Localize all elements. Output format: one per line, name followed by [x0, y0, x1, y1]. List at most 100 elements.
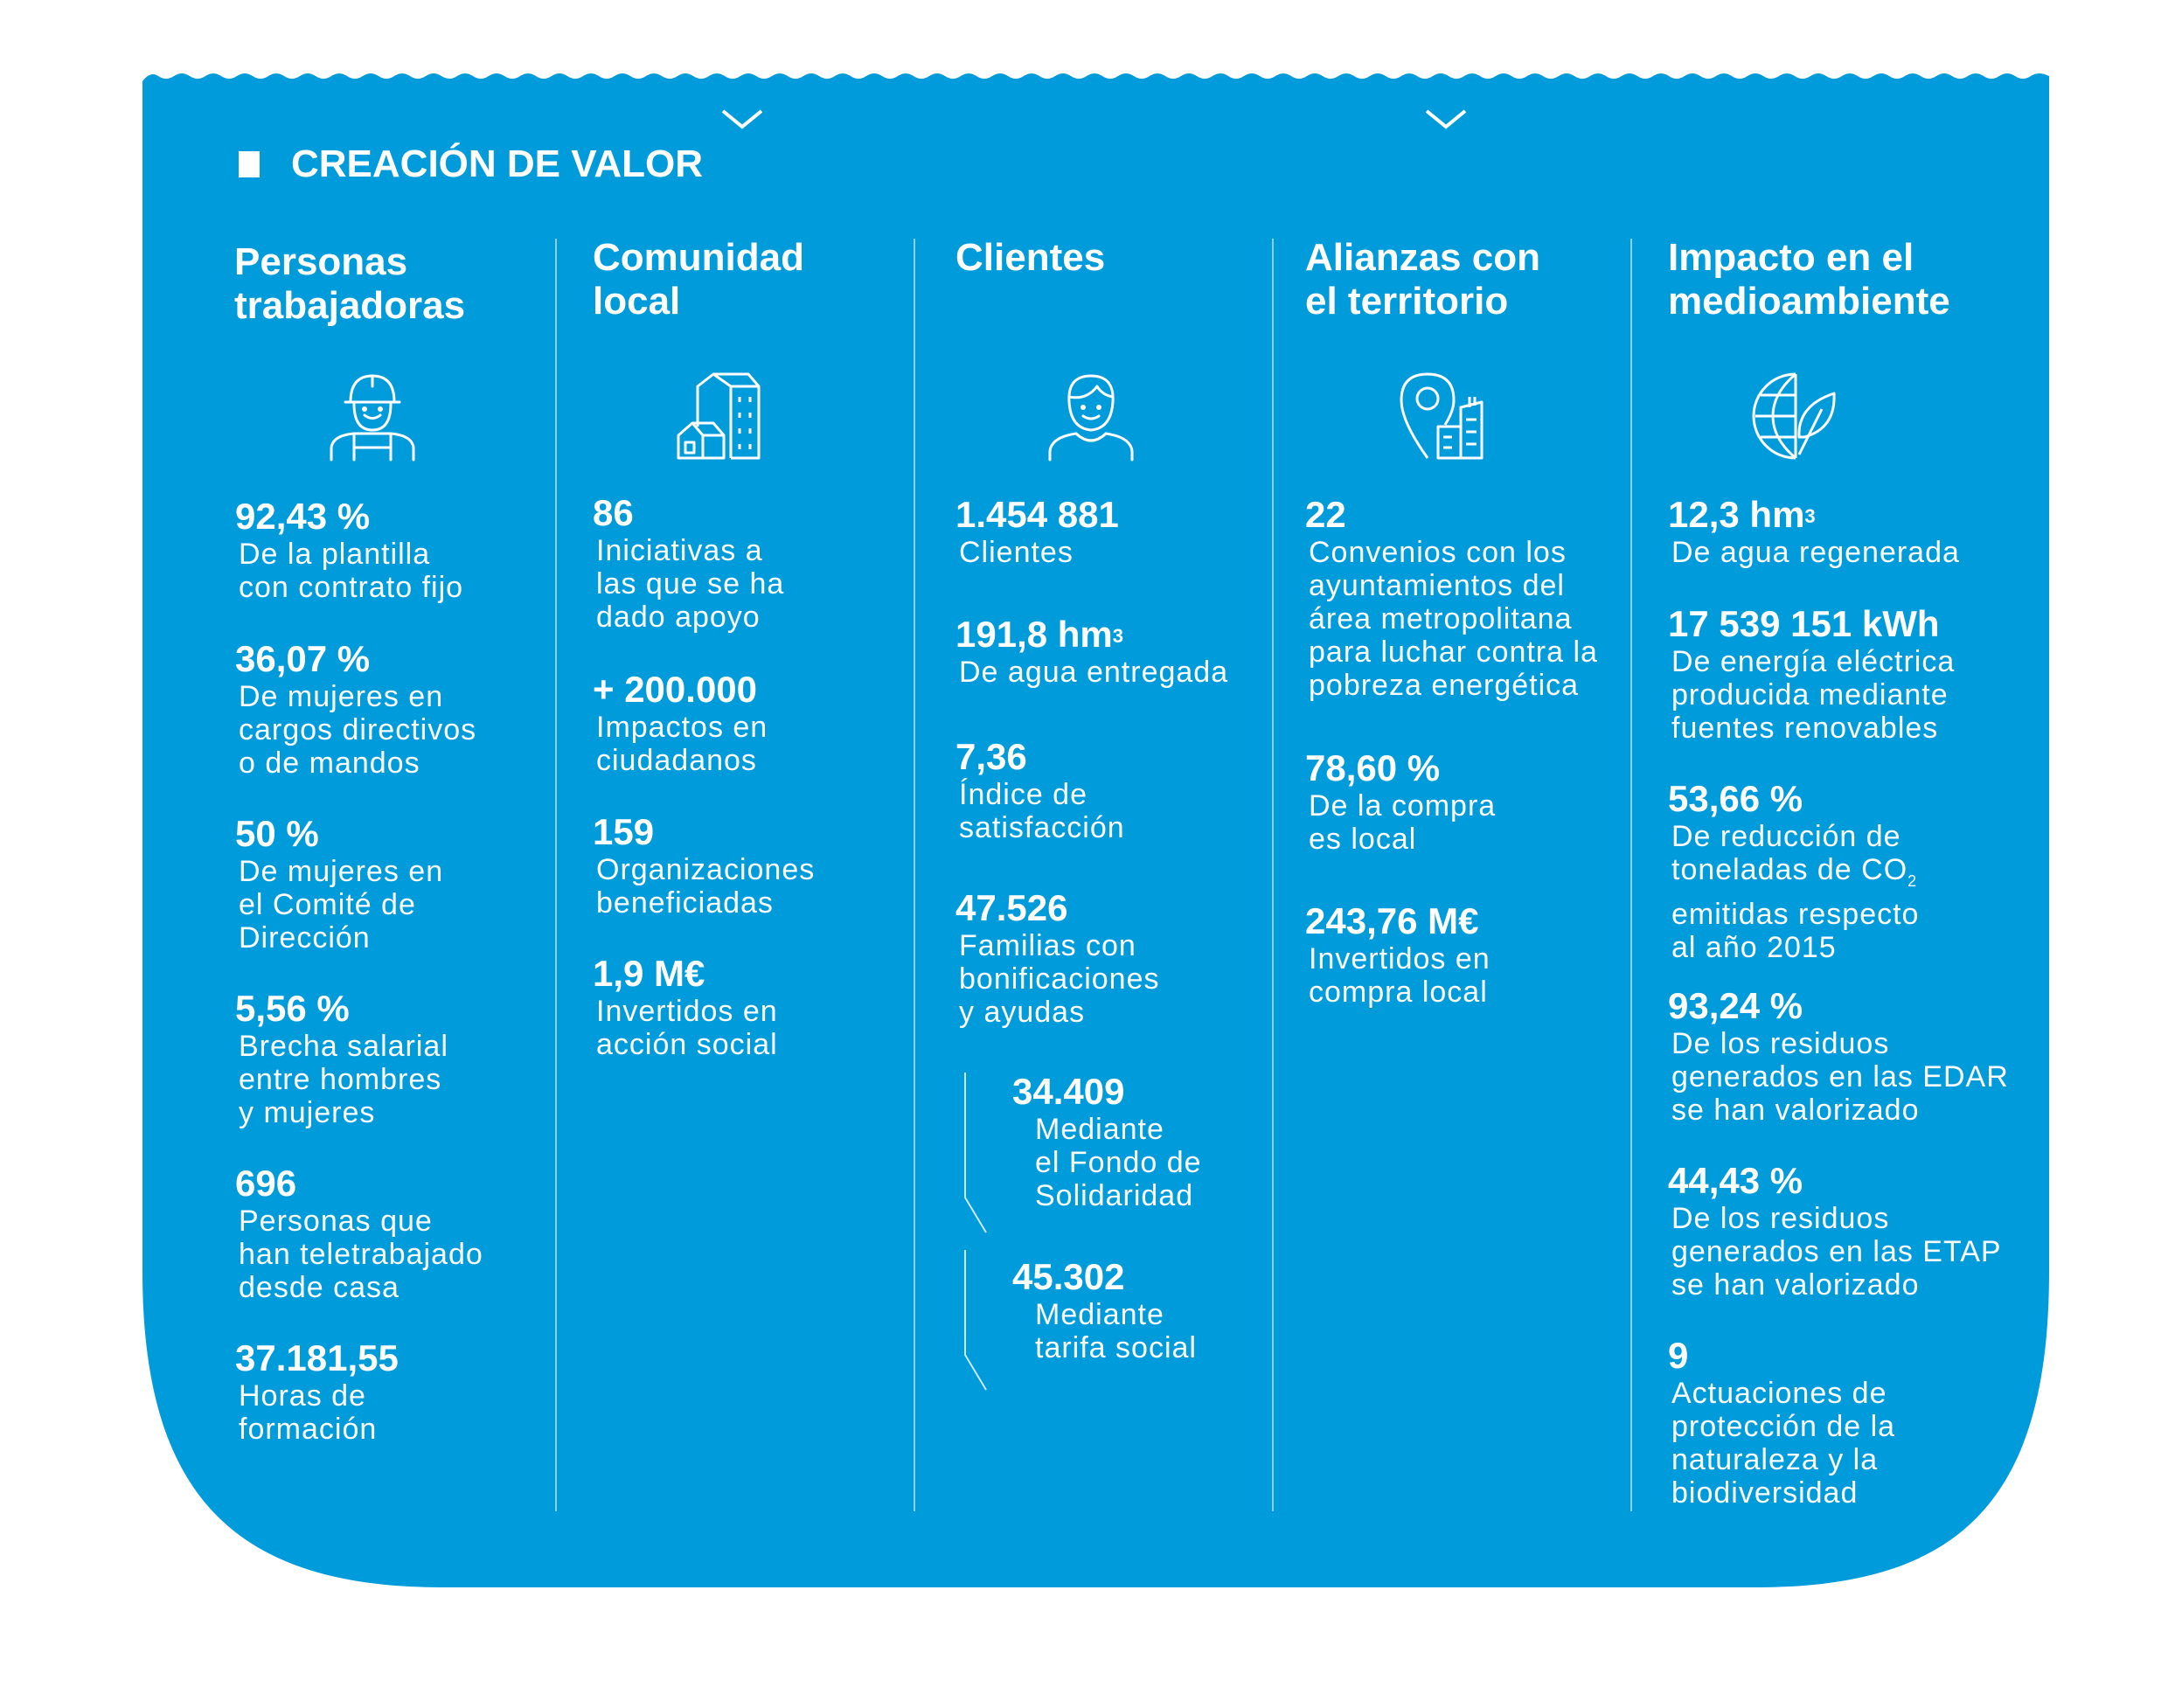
stat-item: 191,8 hm3 De agua entregada [955, 614, 1228, 689]
stat-description: Mediante tarifa social [1035, 1298, 1197, 1364]
column-divider [1630, 239, 1632, 1511]
sub-stat-item: 45.302 Mediante tarifa social [1012, 1256, 1197, 1364]
stat-description: Horas de formación [239, 1379, 378, 1446]
stat-item: 78,60 % De la compra es local [1305, 747, 1496, 856]
column-divider [1272, 239, 1274, 1511]
stat-value: 1,9 M€ [593, 953, 705, 994]
stat-item: 50 % De mujeres en el Comité de Direcció… [235, 813, 443, 955]
sub-item-bracket [964, 1073, 987, 1391]
stat-value: 696 [235, 1163, 297, 1204]
stat-item: 53,66 % De reducción de toneladas de CO2… [1668, 778, 1919, 964]
stat-description: Familias con bonificaciones y ayudas [959, 929, 1160, 1029]
stat-value: 243,76 M€ [1305, 900, 1479, 941]
column-divider [555, 239, 557, 1511]
stat-description: Invertidos en acción social [596, 995, 778, 1061]
stat-item: + 200.000 Impactos en ciudadanos [593, 669, 768, 777]
stat-item: 37.181,55 Horas de formación [235, 1337, 399, 1446]
stat-value: 44,43 % [1668, 1160, 1803, 1201]
stat-value: 86 [593, 492, 634, 533]
stat-item: 12,3 hm3 De agua regenerada [1668, 494, 1960, 569]
chevron-down-icon [1425, 109, 1467, 129]
section-title: CREACIÓN DE VALOR [239, 142, 703, 186]
stat-item: 1,9 M€ Invertidos en acción social [593, 953, 778, 1061]
stat-description: Brecha salarial entre hombres y mujeres [239, 1030, 448, 1129]
column-personas: Personas trabajadoras [234, 240, 465, 328]
unit-superscript: 3 [1804, 505, 1816, 527]
location-building-icon [1400, 372, 1484, 460]
stat-description: De la plantilla con contrato fijo [239, 538, 464, 604]
stat-item: 36,07 % De mujeres en cargos directivos … [235, 638, 476, 780]
stat-description: De energía eléctrica producida mediante … [1671, 645, 1956, 745]
stat-description: Impactos en ciudadanos [596, 711, 768, 777]
stat-value: 78,60 % [1305, 747, 1441, 788]
person-icon [1048, 374, 1134, 462]
stat-value: 34.409 [1012, 1071, 1125, 1112]
stat-value: 45.302 [1012, 1256, 1125, 1297]
stat-item: 7,36 Índice de satisfacción [955, 736, 1125, 844]
stat-item: 47.526 Familias con bonificaciones y ayu… [955, 887, 1159, 1029]
column-divider [914, 239, 915, 1511]
stat-description: De mujeres en el Comité de Dirección [239, 855, 444, 955]
stat-description: Clientes [959, 536, 1074, 569]
chevron-down-icon [721, 109, 763, 129]
stat-description: Organizaciones beneficiadas [596, 853, 816, 920]
worker-icon [330, 374, 415, 462]
stat-value: 93,24 % [1668, 985, 1803, 1026]
stat-description: Índice de satisfacción [959, 778, 1125, 844]
column-title: Comunidad local [593, 236, 804, 323]
globe-leaf-icon [1752, 372, 1836, 460]
stat-description: De reducción de toneladas de CO2 emitida… [1671, 820, 1920, 964]
stat-value: 22 [1305, 494, 1346, 535]
stat-value: 37.181,55 [235, 1337, 399, 1378]
stat-item: 86 Iniciativas a las que se ha dado apoy… [593, 492, 784, 634]
stat-description: Mediante el Fondo de Solidaridad [1035, 1113, 1202, 1212]
stat-item: 243,76 M€ Invertidos en compra local [1305, 900, 1490, 1009]
stat-value: 47.526 [955, 887, 1068, 928]
stat-value: + 200.000 [593, 669, 758, 710]
stat-description: De los residuos generados en las EDAR se… [1671, 1027, 2009, 1127]
stat-value: 92,43 % [235, 496, 371, 537]
column-clientes: Clientes [955, 236, 1105, 280]
value-creation-panel: CREACIÓN DE VALOR Personas trabajadoras … [142, 66, 2049, 1587]
section-title-text: CREACIÓN DE VALOR [291, 142, 703, 185]
column-title: Alianzas con el territorio [1305, 236, 1540, 323]
column-title: Clientes [955, 236, 1106, 279]
column-medioambiente: Impacto en el medioambiente [1668, 236, 1950, 323]
stat-value: 53,66 % [1668, 778, 1803, 819]
stat-description: Iniciativas a las que se ha dado apoyo [596, 534, 785, 634]
stat-value: 191,8 hm3 [955, 614, 1124, 655]
unit-superscript: 3 [1112, 625, 1124, 647]
stat-description: De la compra es local [1309, 789, 1497, 856]
stat-value: 17 539 151 kWh [1668, 603, 1940, 644]
sub-stat-item: 34.409 Mediante el Fondo de Solidaridad [1012, 1071, 1202, 1212]
stat-description: Convenios con los ayuntamientos del área… [1309, 536, 1598, 702]
stat-value: 12,3 hm3 [1668, 494, 1816, 535]
stat-item: 5,56 % Brecha salarial entre hombres y m… [235, 988, 448, 1129]
subscript: 2 [1907, 871, 1918, 890]
stat-description: De agua entregada [959, 656, 1229, 689]
stat-value: 159 [593, 811, 655, 852]
buildings-icon [677, 372, 761, 460]
stat-item: 9 Actuaciones de protección de la natura… [1668, 1335, 1895, 1510]
stat-value: 5,56 % [235, 988, 350, 1029]
stat-item: 92,43 % De la plantilla con contrato fij… [235, 496, 463, 604]
stat-item: 1.454 881 Clientes [955, 494, 1119, 569]
panel-background [142, 73, 2049, 1587]
stat-description: Personas que han teletrabajado desde cas… [239, 1205, 483, 1304]
stat-description: De mujeres en cargos directivos o de man… [239, 680, 477, 780]
stat-value: 50 % [235, 813, 319, 854]
stat-value: 1.454 881 [955, 494, 1119, 535]
stat-item: 93,24 % De los residuos generados en las… [1668, 985, 2009, 1127]
stat-item: 159 Organizaciones beneficiadas [593, 811, 815, 920]
stat-description: De los residuos generados en las ETAP se… [1671, 1202, 2002, 1302]
stat-item: 17 539 151 kWh De energía eléctrica prod… [1668, 603, 1955, 745]
stat-item: 696 Personas que han teletrabajado desde… [235, 1163, 483, 1304]
stat-item: 22 Convenios con los ayuntamientos del á… [1305, 494, 1598, 702]
stat-item: 44,43 % De los residuos generados en las… [1668, 1160, 2002, 1302]
stat-description: Invertidos en compra local [1309, 942, 1490, 1009]
column-title: Personas trabajadoras [234, 240, 466, 327]
stat-description: Actuaciones de protección de la naturale… [1671, 1377, 1896, 1510]
square-bullet-icon [239, 151, 260, 177]
stat-value: 36,07 % [235, 638, 371, 679]
column-title: Impacto en el medioambiente [1668, 236, 1950, 323]
